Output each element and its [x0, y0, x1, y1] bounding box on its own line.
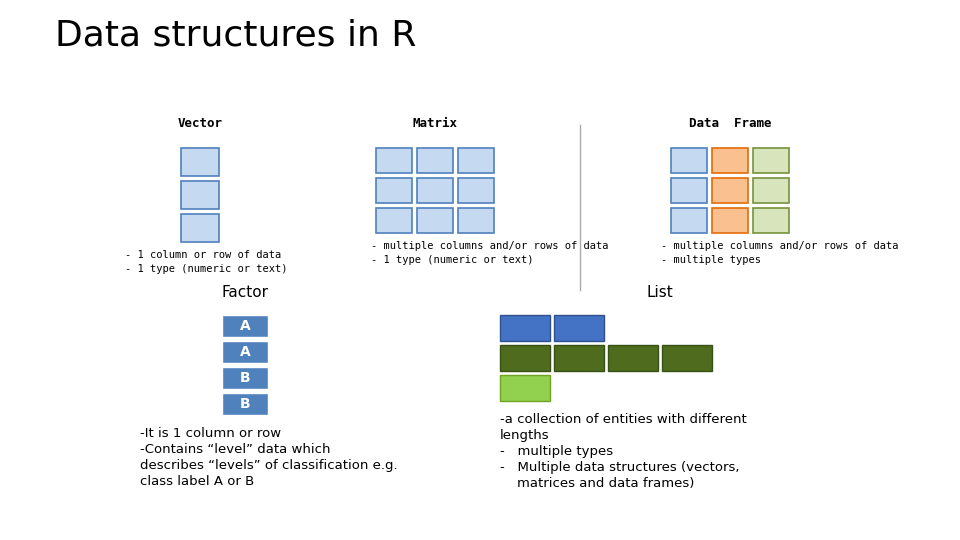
Bar	[458, 148, 494, 173]
Bar	[376, 148, 412, 173]
Text: -   multiple types: - multiple types	[500, 445, 613, 458]
Bar	[753, 208, 789, 233]
Text: matrices and data frames): matrices and data frames)	[500, 477, 694, 490]
Bar	[222, 367, 268, 389]
Bar	[608, 345, 658, 371]
Bar	[671, 178, 707, 203]
Text: B: B	[240, 371, 251, 385]
Bar	[417, 178, 453, 203]
Text: - multiple columns and/or rows of data: - multiple columns and/or rows of data	[661, 241, 899, 251]
Bar	[500, 345, 550, 371]
Bar	[458, 178, 494, 203]
Bar	[712, 148, 748, 173]
Text: List: List	[647, 285, 673, 300]
Bar	[662, 345, 712, 371]
Text: -   Multiple data structures (vectors,: - Multiple data structures (vectors,	[500, 461, 739, 474]
Text: - multiple types: - multiple types	[661, 255, 761, 265]
Text: - multiple columns and/or rows of data: - multiple columns and/or rows of data	[371, 241, 609, 251]
Bar	[500, 375, 550, 401]
Bar	[671, 208, 707, 233]
Bar	[417, 208, 453, 233]
Bar	[222, 393, 268, 415]
Bar	[500, 315, 550, 341]
Bar	[712, 178, 748, 203]
Bar	[554, 315, 604, 341]
Text: Vector: Vector	[178, 117, 223, 130]
Bar	[753, 148, 789, 173]
Bar	[712, 208, 748, 233]
Text: B: B	[240, 397, 251, 411]
Bar	[376, 208, 412, 233]
Text: class label A or B: class label A or B	[140, 475, 254, 488]
Bar	[376, 178, 412, 203]
Text: Matrix: Matrix	[413, 117, 458, 130]
Bar	[181, 181, 219, 209]
Bar	[417, 148, 453, 173]
Bar	[753, 178, 789, 203]
Text: Data structures in R: Data structures in R	[55, 18, 417, 52]
Bar	[181, 148, 219, 176]
Bar	[222, 315, 268, 337]
Bar	[458, 208, 494, 233]
Text: -Contains “level” data which: -Contains “level” data which	[140, 443, 330, 456]
Text: A: A	[240, 345, 251, 359]
Text: Data  Frame: Data Frame	[688, 117, 771, 130]
Text: Factor: Factor	[222, 285, 269, 300]
Bar	[181, 214, 219, 242]
Bar	[222, 341, 268, 363]
Text: - 1 type (numeric or text): - 1 type (numeric or text)	[125, 264, 287, 274]
Bar	[671, 148, 707, 173]
Text: -a collection of entities with different: -a collection of entities with different	[500, 413, 747, 426]
Text: - 1 column or row of data: - 1 column or row of data	[125, 250, 281, 260]
Text: -It is 1 column or row: -It is 1 column or row	[140, 427, 281, 440]
Text: describes “levels” of classification e.g.: describes “levels” of classification e.g…	[140, 459, 397, 472]
Text: - 1 type (numeric or text): - 1 type (numeric or text)	[371, 255, 534, 265]
Text: lengths: lengths	[500, 429, 550, 442]
Bar	[554, 345, 604, 371]
Text: A: A	[240, 319, 251, 333]
